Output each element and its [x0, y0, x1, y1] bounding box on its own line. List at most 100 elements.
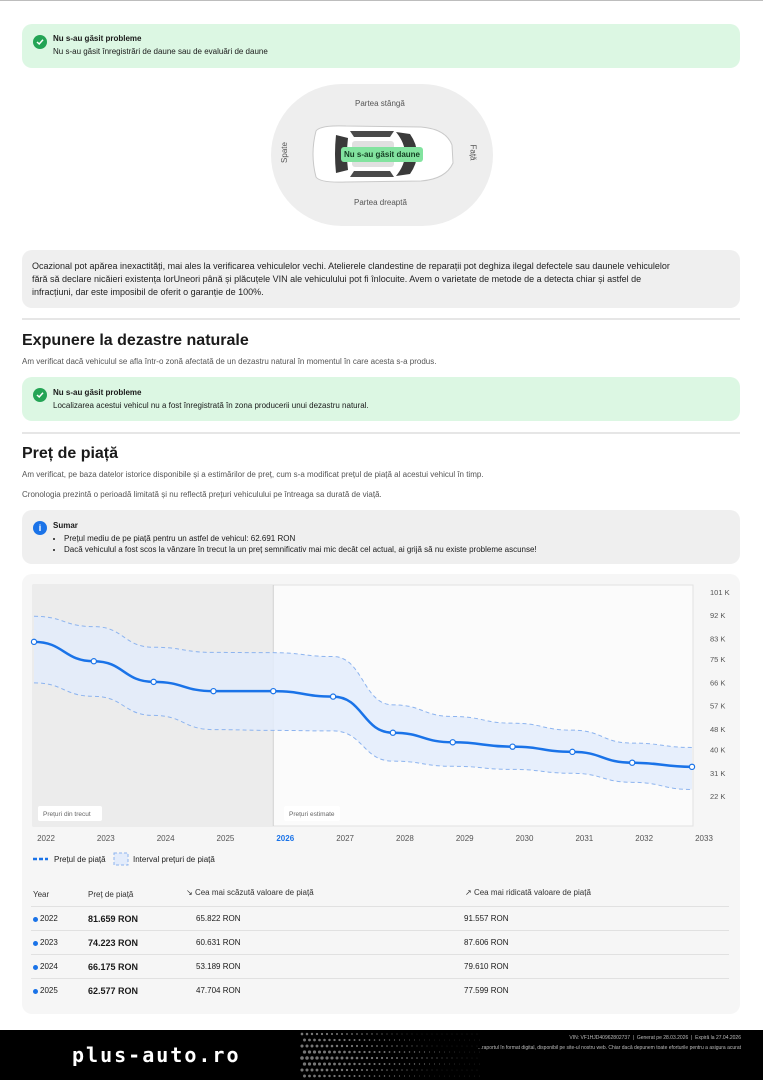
- future-region-label-bg: [284, 806, 340, 821]
- halftone-dot: [446, 1069, 448, 1071]
- section-divider: [22, 432, 740, 434]
- check-circle-icon: [33, 35, 47, 49]
- table-row: 2022 81.659 RON 65.822 RON 91.557 RON: [31, 906, 729, 930]
- price-point-2025: [210, 687, 217, 695]
- halftone-dot: [381, 1069, 383, 1071]
- halftone-dot: [479, 1075, 480, 1077]
- y-tick-label: 83 K: [710, 634, 725, 643]
- halftone-dot: [376, 1045, 378, 1047]
- halftone-dot: [317, 1050, 322, 1054]
- halftone-dot: [461, 1045, 463, 1047]
- halftone-dot: [363, 1050, 366, 1054]
- halftone-dot: [411, 1045, 413, 1047]
- halftone-dot: [348, 1038, 351, 1042]
- table-row: 2025 62.577 RON 47.704 RON 77.599 RON: [31, 978, 729, 1002]
- halftone-dot: [320, 1068, 324, 1072]
- price-point-2033: [688, 763, 696, 771]
- halftone-dot: [315, 1056, 319, 1060]
- series-dot: [33, 941, 38, 946]
- halftone-dot: [471, 1069, 473, 1071]
- halftone-dot: [426, 1069, 428, 1071]
- halftone-dot: [308, 1038, 311, 1042]
- halftone-dot: [315, 1032, 319, 1036]
- site-logo[interactable]: plus-auto.ro: [72, 1043, 241, 1067]
- halftone-dot: [424, 1039, 425, 1041]
- halftone-pattern-icon: [300, 1032, 480, 1078]
- halftone-dot: [466, 1057, 468, 1059]
- halftone-dot: [476, 1057, 478, 1059]
- y-tick-label: 22 K: [710, 792, 725, 801]
- halftone-dot: [459, 1063, 460, 1065]
- halftone-dot: [416, 1057, 418, 1059]
- halftone-dot: [393, 1039, 396, 1041]
- halftone-dot: [300, 1056, 304, 1060]
- halftone-dot: [346, 1033, 348, 1035]
- halftone-dot: [373, 1075, 376, 1077]
- x-tick-label: 2022: [37, 834, 55, 843]
- halftone-dot: [343, 1038, 346, 1042]
- halftone-dot: [456, 1033, 458, 1035]
- halftone-dot: [461, 1057, 463, 1059]
- halftone-dot: [474, 1063, 475, 1065]
- halftone-dot: [368, 1075, 371, 1077]
- arrow-down-right-icon: ↘: [186, 888, 195, 897]
- halftone-dot: [323, 1038, 326, 1042]
- halftone-dot: [358, 1050, 361, 1054]
- halftone-dot: [451, 1057, 453, 1059]
- halftone-dot: [439, 1075, 440, 1077]
- halftone-dot: [408, 1051, 411, 1053]
- disaster-status-title: Nu s-au găsit probleme: [53, 388, 142, 397]
- halftone-dot: [360, 1044, 364, 1048]
- label-left-side: Partea stângă: [355, 99, 405, 108]
- halftone-dot: [338, 1050, 341, 1054]
- halftone-dot: [378, 1039, 381, 1041]
- halftone-dot: [328, 1038, 331, 1042]
- x-tick-label: 2023: [97, 834, 115, 843]
- legend-price-label: Prețul de piață: [54, 855, 106, 864]
- price-point-2028: [389, 729, 397, 736]
- summary-item: Dacă vehiculul a fost scos la vânzare în…: [64, 544, 537, 555]
- halftone-dot: [361, 1033, 363, 1035]
- halftone-dot: [439, 1039, 440, 1041]
- halftone-dot: [313, 1038, 316, 1042]
- halftone-dot: [413, 1051, 416, 1053]
- label-front: Față: [468, 144, 478, 161]
- market-price-chart[interactable]: 101 K 92 K 83 K 75 K 66 K 57 K 48 K 40 K 31 K 22 …: [22, 574, 740, 874]
- halftone-dot: [471, 1057, 473, 1059]
- halftone-dot: [315, 1068, 319, 1072]
- legend-range-label: Interval prețuri de piață: [133, 855, 215, 864]
- halftone-dot: [355, 1068, 359, 1072]
- no-damage-badge: Nu s-au găsit daune: [341, 147, 423, 162]
- halftone-dot: [383, 1051, 386, 1053]
- section-divider: [22, 318, 740, 320]
- halftone-dot: [464, 1063, 465, 1065]
- halftone-dot: [335, 1068, 339, 1072]
- halftone-dot: [388, 1039, 391, 1041]
- halftone-dot: [328, 1074, 331, 1078]
- halftone-dot: [398, 1039, 401, 1041]
- halftone-dot: [406, 1045, 408, 1047]
- halftone-dot: [461, 1069, 463, 1071]
- halftone-dot: [416, 1069, 418, 1071]
- halftone-dot: [393, 1051, 396, 1053]
- market-price-heading: Preț de piață: [22, 445, 119, 462]
- x-tick-label: 2030: [516, 834, 534, 843]
- x-tick-label: 2025: [217, 834, 235, 843]
- halftone-dot: [333, 1062, 336, 1066]
- halftone-dot: [426, 1057, 428, 1059]
- table-header-price: Preț de piață: [88, 890, 134, 899]
- halftone-dot: [416, 1033, 418, 1035]
- halftone-dot: [403, 1063, 406, 1065]
- halftone-dot: [479, 1039, 480, 1041]
- halftone-dot: [345, 1068, 349, 1072]
- market-price-subtitle-2: Cronologia prezintă o perioadă limitată …: [22, 490, 382, 499]
- halftone-dot: [466, 1069, 468, 1071]
- halftone-dot: [418, 1063, 421, 1065]
- halftone-dot: [408, 1063, 411, 1065]
- halftone-dot: [366, 1045, 368, 1047]
- halftone-dot: [303, 1074, 306, 1078]
- halftone-dot: [313, 1074, 316, 1078]
- check-circle-icon: [33, 388, 47, 402]
- halftone-dot: [419, 1039, 420, 1041]
- halftone-dot: [310, 1068, 314, 1072]
